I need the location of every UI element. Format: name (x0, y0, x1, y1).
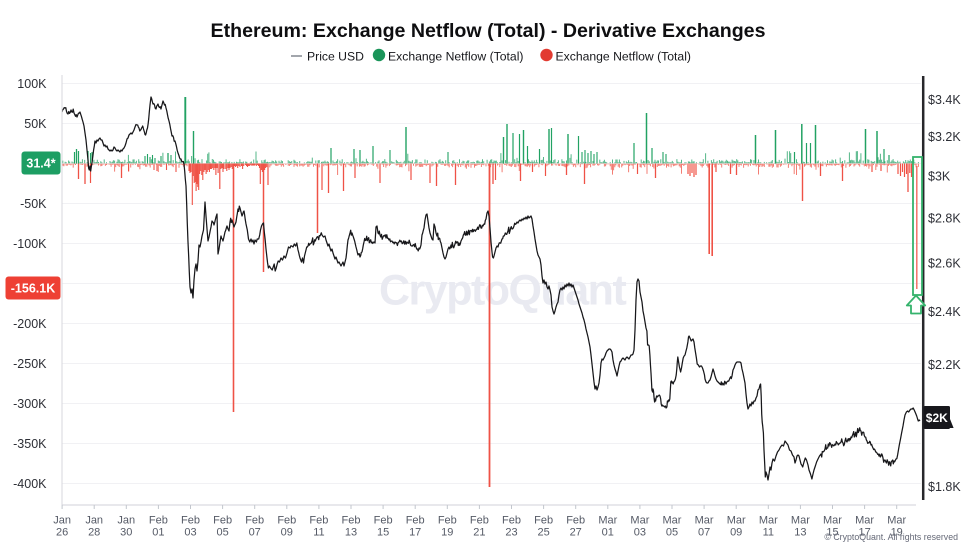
svg-text:Feb: Feb (213, 515, 232, 527)
svg-text:100K: 100K (17, 77, 47, 91)
svg-text:$3K: $3K (928, 169, 951, 183)
svg-text:CryptoQuant: CryptoQuant (379, 267, 626, 315)
svg-text:05: 05 (216, 527, 228, 539)
svg-text:11: 11 (763, 527, 774, 539)
svg-text:$2.6K: $2.6K (928, 256, 961, 270)
svg-text:Mar: Mar (727, 515, 746, 527)
svg-text:$2.2K: $2.2K (928, 358, 961, 372)
svg-text:$3.2K: $3.2K (928, 130, 961, 144)
svg-text:23: 23 (505, 527, 517, 539)
svg-text:$3.4K: $3.4K (928, 93, 961, 107)
svg-text:01: 01 (152, 527, 164, 539)
svg-text:Jan: Jan (117, 515, 135, 527)
svg-text:Mar: Mar (887, 515, 906, 527)
svg-text:-350K: -350K (13, 437, 47, 451)
svg-text:30: 30 (120, 527, 132, 539)
svg-text:26: 26 (56, 527, 68, 539)
svg-text:-300K: -300K (13, 397, 47, 411)
svg-text:$2.8K: $2.8K (928, 211, 961, 225)
svg-text:Mar: Mar (695, 515, 714, 527)
svg-text:Mar: Mar (855, 515, 874, 527)
svg-text:-156.1K: -156.1K (11, 282, 55, 296)
svg-text:03: 03 (184, 527, 196, 539)
svg-text:Exchange Netflow (Total): Exchange Netflow (Total) (556, 50, 691, 64)
svg-text:31.4*: 31.4* (26, 157, 55, 171)
svg-text:Feb: Feb (245, 515, 264, 527)
svg-text:$1.8K: $1.8K (928, 480, 961, 494)
svg-text:$2.4K: $2.4K (928, 305, 961, 319)
svg-text:11: 11 (313, 527, 324, 539)
svg-text:-100K: -100K (13, 237, 47, 251)
svg-text:-200K: -200K (13, 317, 47, 331)
svg-text:$2K: $2K (926, 411, 948, 425)
svg-text:Feb: Feb (149, 515, 168, 527)
svg-text:Feb: Feb (374, 515, 393, 527)
svg-text:19: 19 (441, 527, 453, 539)
svg-text:Mar: Mar (823, 515, 842, 527)
svg-text:05: 05 (666, 527, 678, 539)
svg-text:50K: 50K (24, 117, 47, 131)
svg-text:17: 17 (858, 527, 870, 539)
svg-text:25: 25 (537, 527, 549, 539)
svg-text:Feb: Feb (309, 515, 328, 527)
svg-text:Mar: Mar (630, 515, 649, 527)
svg-text:Mar: Mar (759, 515, 778, 527)
svg-text:Mar: Mar (791, 515, 810, 527)
svg-text:Feb: Feb (470, 515, 489, 527)
svg-text:09: 09 (281, 527, 293, 539)
svg-text:Feb: Feb (406, 515, 425, 527)
svg-text:13: 13 (794, 527, 806, 539)
svg-text:17: 17 (409, 527, 421, 539)
svg-text:28: 28 (88, 527, 100, 539)
svg-text:09: 09 (730, 527, 742, 539)
svg-text:15: 15 (377, 527, 389, 539)
svg-text:-250K: -250K (13, 357, 47, 371)
svg-text:Exchange Netflow (Total): Exchange Netflow (Total) (388, 50, 523, 64)
svg-text:15: 15 (826, 527, 838, 539)
svg-text:07: 07 (249, 527, 261, 539)
svg-text:Feb: Feb (566, 515, 585, 527)
svg-text:Price USD: Price USD (307, 50, 364, 64)
svg-text:Ethereum: Exchange Netflow (To: Ethereum: Exchange Netflow (Total) - Der… (211, 20, 766, 42)
svg-text:Feb: Feb (534, 515, 553, 527)
svg-text:Feb: Feb (502, 515, 521, 527)
svg-text:Feb: Feb (277, 515, 296, 527)
svg-text:Jan: Jan (85, 515, 103, 527)
svg-text:Mar: Mar (598, 515, 617, 527)
svg-text:21: 21 (473, 527, 485, 539)
svg-text:Mar: Mar (663, 515, 682, 527)
svg-text:01: 01 (602, 527, 614, 539)
svg-text:Feb: Feb (438, 515, 457, 527)
svg-text:-50K: -50K (20, 197, 47, 211)
svg-text:13: 13 (345, 527, 357, 539)
svg-text:© CryptoQuant. All rights rese: © CryptoQuant. All rights reserved (824, 532, 958, 542)
svg-text:-400K: -400K (13, 477, 47, 491)
svg-text:07: 07 (698, 527, 710, 539)
svg-text:Feb: Feb (342, 515, 361, 527)
svg-text:03: 03 (634, 527, 646, 539)
svg-text:Feb: Feb (181, 515, 200, 527)
svg-text:19: 19 (891, 527, 903, 539)
svg-text:Jan: Jan (53, 515, 71, 527)
svg-text:27: 27 (570, 527, 582, 539)
